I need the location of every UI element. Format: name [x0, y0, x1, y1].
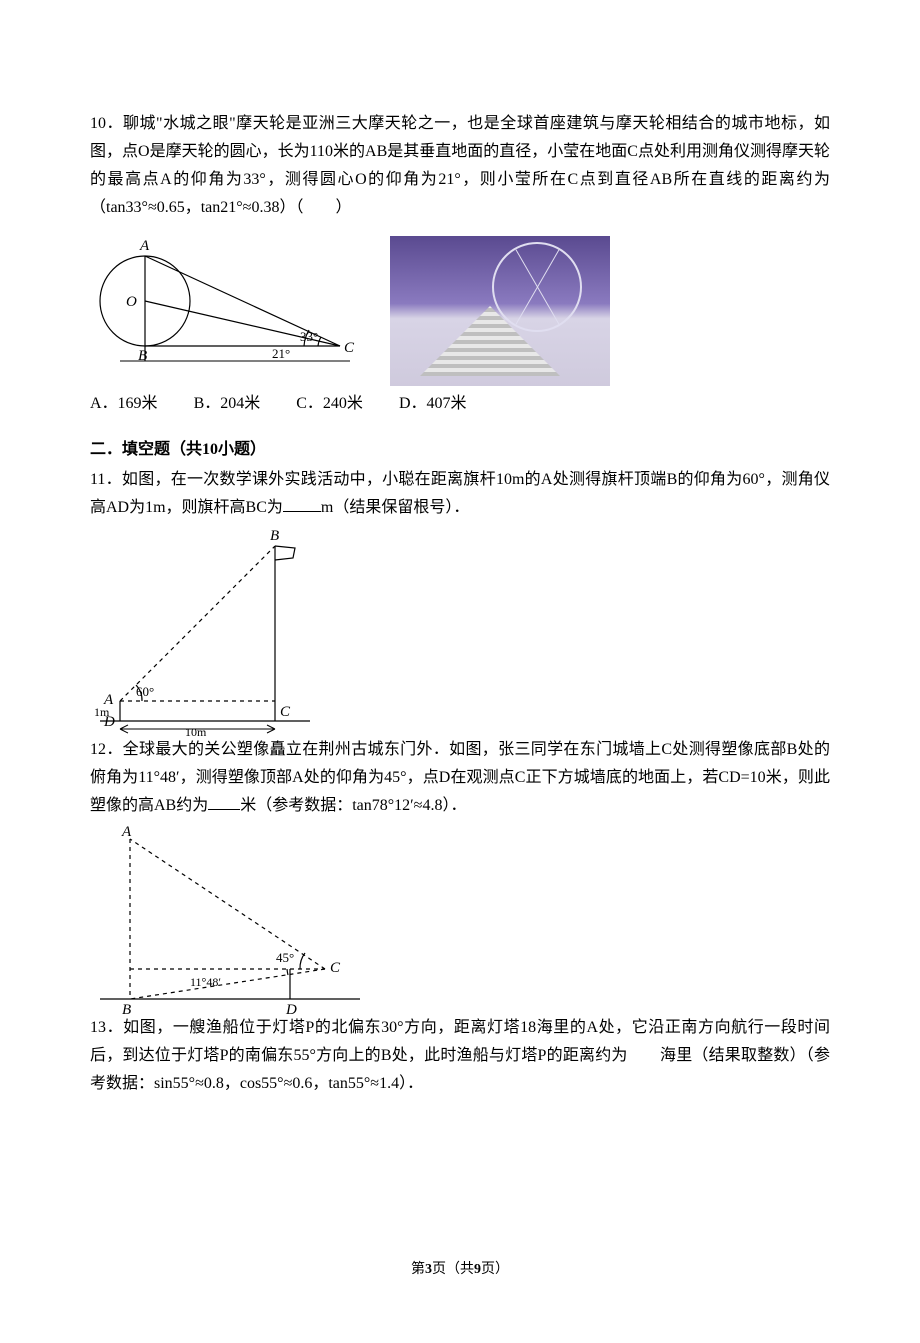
q10-choice-a: A．169米: [90, 390, 158, 418]
section2-heading: 二．填空题（共10小题）: [90, 436, 830, 464]
q10-label-c: C: [344, 340, 355, 356]
q12-label-c: C: [330, 960, 341, 976]
q10-diagram: A O B C 21° 33°: [90, 226, 360, 386]
q11-height: 1m: [94, 705, 110, 719]
q10-choices: A．169米 B．204米 C．240米 D．407米: [90, 390, 830, 418]
footer-right: 页）: [481, 1262, 509, 1277]
q12-angle-45: 45°: [276, 950, 294, 965]
q13-text: 13．如图，一艘渔船位于灯塔P的北偏东30°方向，距离灯塔18海里的A处，它沿正…: [90, 1014, 830, 1098]
q12-angle-1148: 11°48′: [190, 975, 221, 989]
q12-label-d: D: [285, 1002, 297, 1014]
q11-text: 11．如图，在一次数学课外实践活动中，小聪在距离旗杆10m的A处测得旗杆顶端B的…: [90, 466, 830, 522]
q12-text: 12．全球最大的关公塑像矗立在荆州古城东门外．如图，张三同学在东门城墙上C处测得…: [90, 736, 830, 820]
q10-angle-21: 21°: [272, 346, 290, 361]
footer-mid: 页（共: [432, 1262, 474, 1277]
footer-total: 9: [474, 1262, 481, 1277]
q12-label-a: A: [121, 824, 132, 840]
footer-page: 3: [425, 1262, 432, 1277]
q10-choice-c: C．240米: [296, 390, 363, 418]
q11-base: 10m: [185, 725, 207, 736]
q10-angle-33: 33°: [300, 329, 318, 344]
q10-text: 10．聊城"水城之眼"摩天轮是亚洲三大摩天轮之一，也是全球首座建筑与摩天轮相结合…: [90, 110, 830, 222]
q12-text-post: 米（参考数据：tan78°12′≈4.8）．: [240, 797, 466, 814]
q11-angle: 60°: [136, 684, 154, 699]
footer-left: 第: [411, 1262, 425, 1277]
q11-label-c: C: [280, 704, 291, 720]
q12-blank: [208, 793, 240, 810]
q11-label-b: B: [270, 528, 279, 544]
q10-choice-b: B．204米: [194, 390, 261, 418]
q10-label-a: A: [139, 238, 150, 254]
page-footer: 第3页（共9页）: [90, 1258, 830, 1283]
q12-diagram: A B C D 45° 11°48′: [90, 824, 370, 1014]
q12-label-b: B: [122, 1002, 131, 1014]
q11-diagram: B A C D 60° 1m 10m: [90, 526, 320, 736]
q10-choice-d: D．407米: [399, 390, 467, 418]
q10-label-b: B: [138, 348, 147, 364]
q10-label-o: O: [126, 294, 137, 310]
q10-figure-row: A O B C 21° 33°: [90, 226, 830, 386]
q11-blank: [283, 495, 321, 512]
q11-text-post: m（结果保留根号）．: [321, 499, 469, 516]
q10-photo: [390, 236, 610, 386]
